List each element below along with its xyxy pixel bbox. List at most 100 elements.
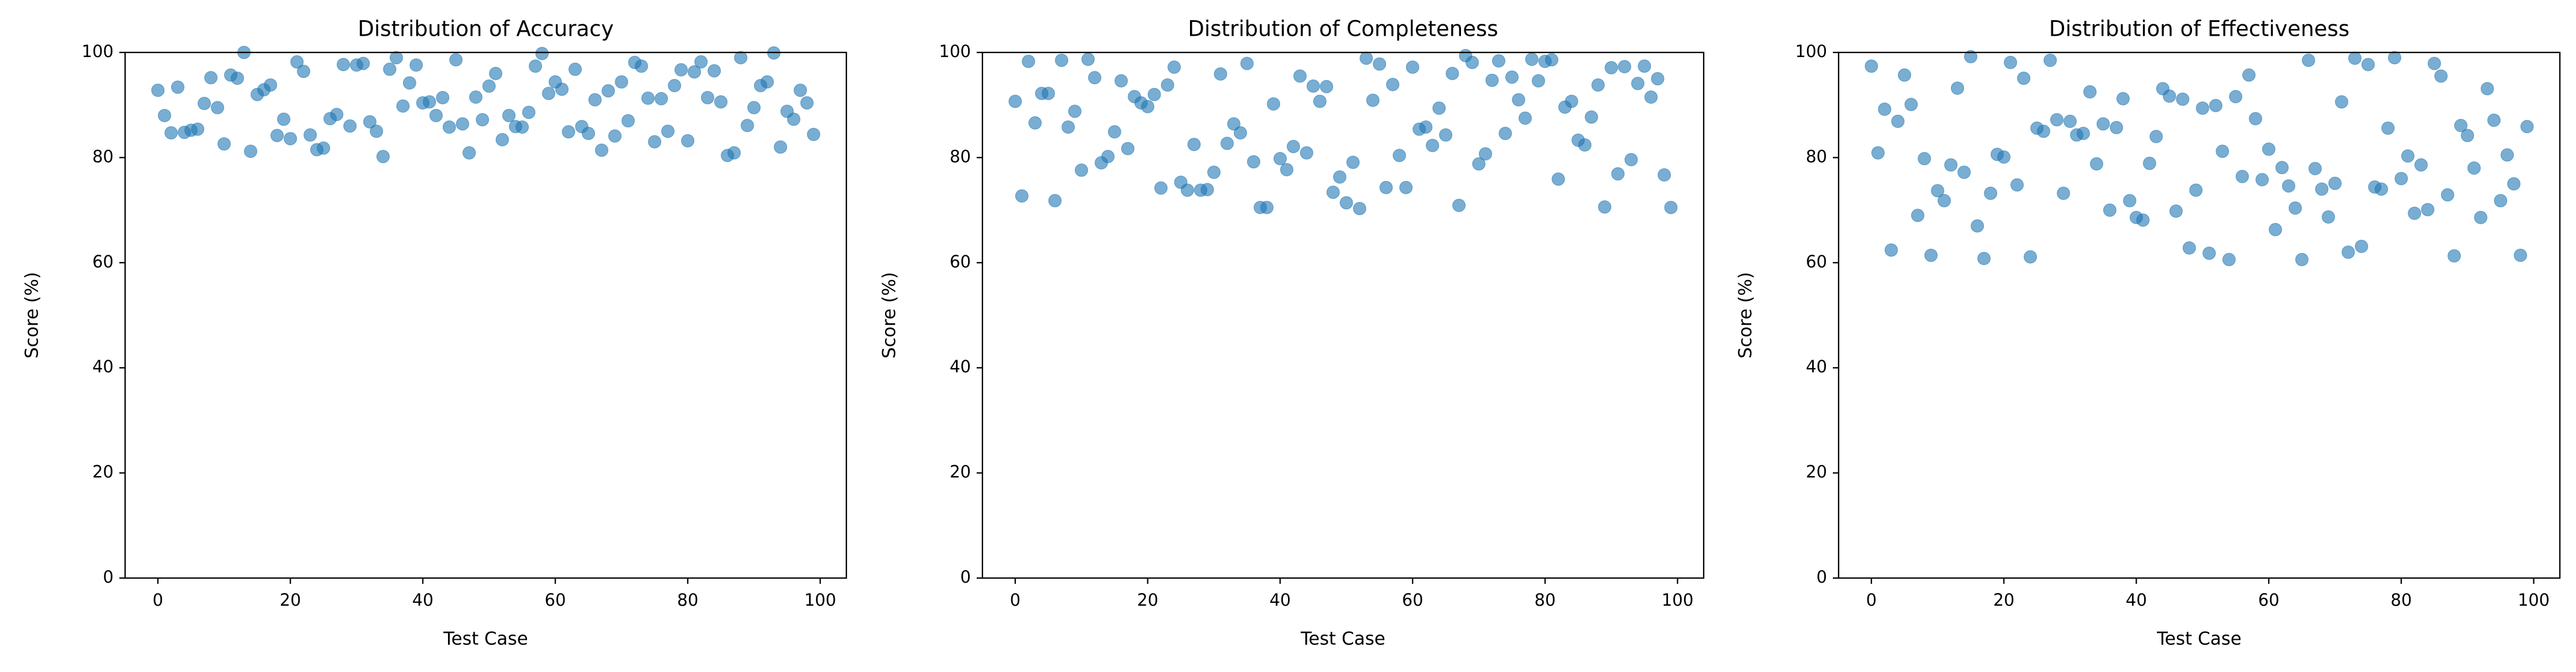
scatter-point [694,55,708,69]
scatter-point [363,115,376,129]
scatter-point [197,96,211,110]
scatter-point [2447,249,2461,263]
scatter-point [800,96,814,110]
y-tick-label: 60 [950,252,971,271]
scatter-point [2421,203,2435,217]
y-axis-label: Score (%) [879,272,900,358]
scatter-point [1931,184,1945,198]
scatter-point [747,101,761,115]
x-tick-label: 0 [1866,590,1877,610]
scatter-point [522,105,536,119]
scatter-point [2480,82,2494,96]
scatter-point [1008,95,1022,108]
scatter-point [1333,170,1347,184]
scatter-point [1997,150,2011,164]
scatter-point [2103,203,2116,217]
scatter-point [1884,243,1898,257]
x-tick-label: 100 [804,590,836,610]
scatter-point [1924,248,1938,262]
x-tick-label: 20 [1993,590,2014,610]
scatter-point [2394,172,2408,186]
scatter-point [1366,93,1380,107]
x-tick-label: 40 [412,590,434,610]
scatter-point [157,108,171,122]
scatter-point [1240,56,1254,70]
scatter-point [2076,126,2090,140]
scatter-point [529,59,543,73]
scatter-point [2195,101,2209,115]
scatter-point [661,124,675,138]
scatter-point [1605,61,1618,74]
scatter-point [210,101,224,115]
scatter-point [1386,78,1400,92]
scatter-point [2037,124,2051,138]
scatter-point [1048,194,1062,207]
scatter-point [654,92,668,105]
scatter-point [303,128,317,142]
scatter-point [1466,55,1479,69]
scatter-point [2017,71,2031,85]
x-tick-label: 20 [280,590,301,610]
scatter-point [370,124,383,138]
scatter-point [1200,183,1214,197]
scatter-point [442,120,456,134]
scatter-point [674,63,688,77]
axes-frame [981,51,1705,579]
x-axis-label: Test Case [2156,629,2242,650]
scatter-point [2024,250,2038,264]
scatter-point [2089,157,2103,171]
scatter-point [1041,86,1055,100]
scatter-point [1531,74,1545,88]
scatter-point [1280,163,1294,176]
scatter-point [2282,179,2296,193]
scatter-point [2249,112,2262,126]
axes-frame [124,51,848,579]
scatter-point [1452,198,1466,212]
y-tick-label: 40 [1806,357,1827,376]
y-tick-label: 0 [961,567,971,587]
scatter-point [2361,58,2375,71]
scatter-point [1445,66,1459,80]
scatter-point [1551,172,1565,186]
scatter-point [2057,186,2070,200]
scatter-point [2163,89,2176,103]
scatter-point [641,91,655,105]
scatter-point [2189,183,2203,197]
scatter-point [588,93,602,107]
scatter-point [2487,114,2501,127]
scatter-point [1187,138,1201,152]
scatter-point [1022,55,1035,69]
scatter-point [476,113,489,127]
scatter-point [317,141,330,155]
scatter-point [383,62,397,76]
scatter-point [1346,156,1360,169]
scatter-point [2401,149,2415,163]
x-tick-label: 60 [545,590,566,610]
scatter-point [1353,202,1366,216]
scatter-point [2355,240,2368,254]
scatter-point [1478,147,1492,161]
scatter-point [171,80,184,94]
scatter-point [1432,101,1446,115]
scatter-point [601,84,615,98]
scatter-point [615,75,628,89]
scatter-point [2308,162,2322,176]
scatter-point [277,112,291,126]
scatter-point [402,76,416,90]
scatter-point [2096,117,2110,131]
scatter-point [681,134,695,148]
scatter-point [2182,241,2196,255]
scatter-point [2454,119,2468,133]
scatter-point [2050,113,2064,127]
scatter-point [1918,152,1931,165]
scatter-point [1233,126,1247,140]
scatter-point [1214,67,1227,81]
scatter-point [1161,78,1174,92]
scatter-point [1439,128,1453,142]
scatter-point [1598,200,1611,214]
scatter-point [2242,68,2256,82]
scatter-point [1878,102,1892,116]
y-tick-label: 100 [939,41,971,61]
scatter-point [2222,252,2236,266]
subplot: Distribution of Accuracy Test Case Score (… [22,17,848,650]
